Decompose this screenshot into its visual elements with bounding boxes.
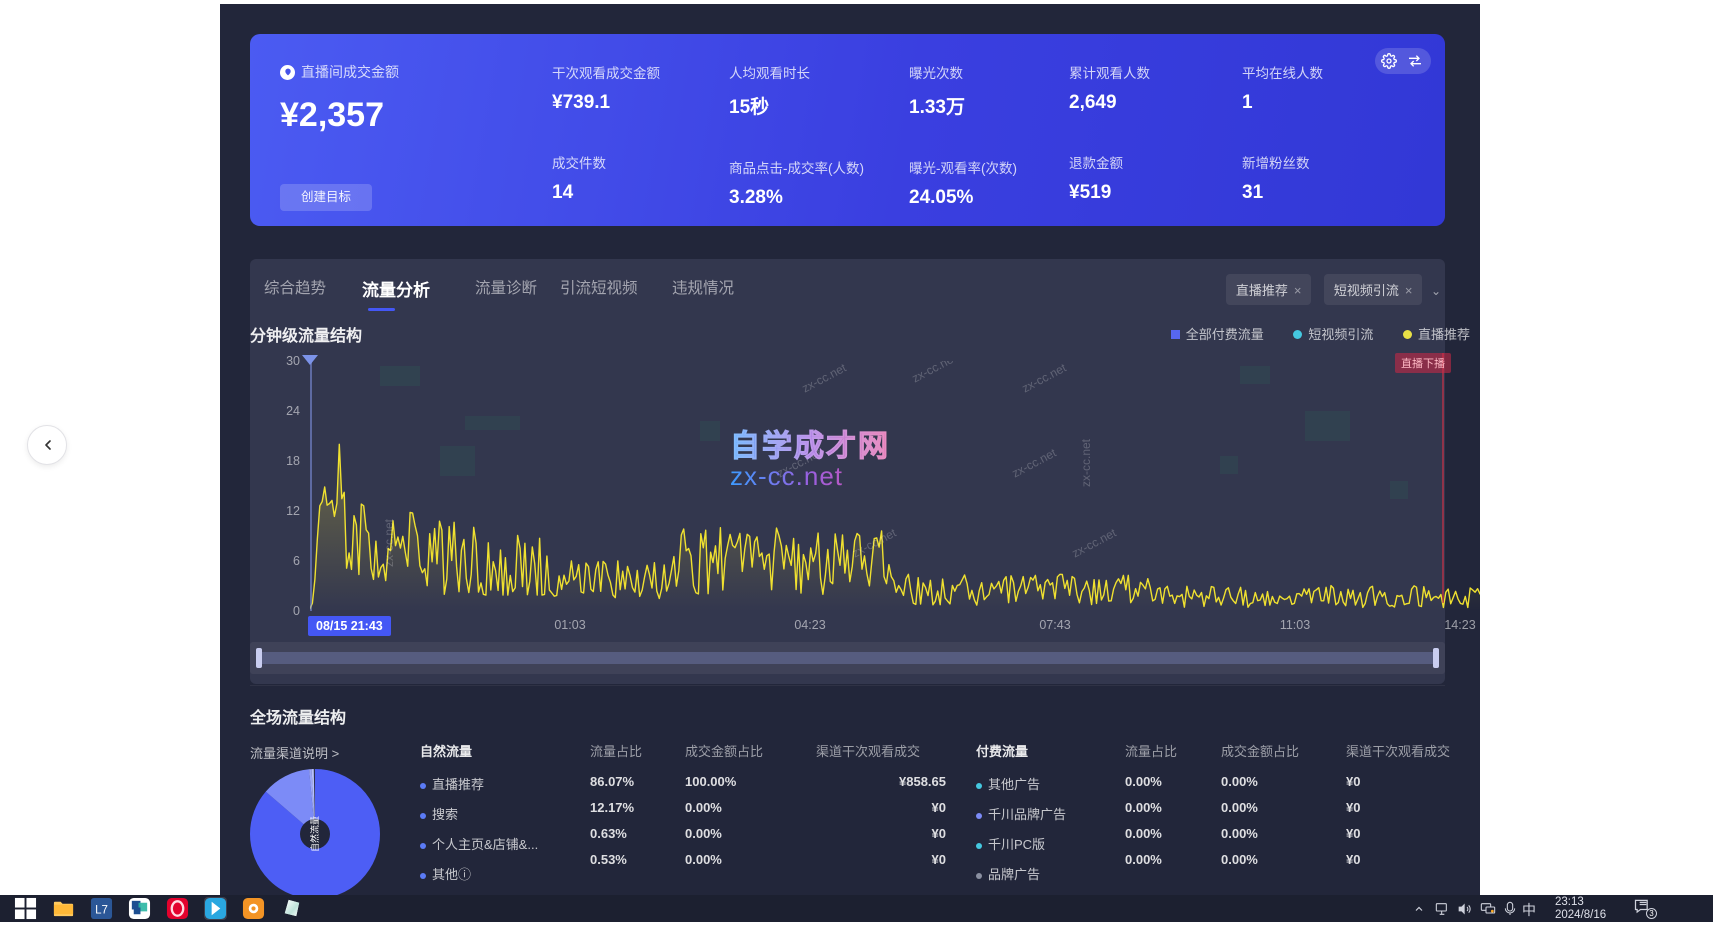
svg-text:自然流量: 自然流量	[309, 816, 320, 852]
svg-text:L7: L7	[95, 904, 108, 916]
